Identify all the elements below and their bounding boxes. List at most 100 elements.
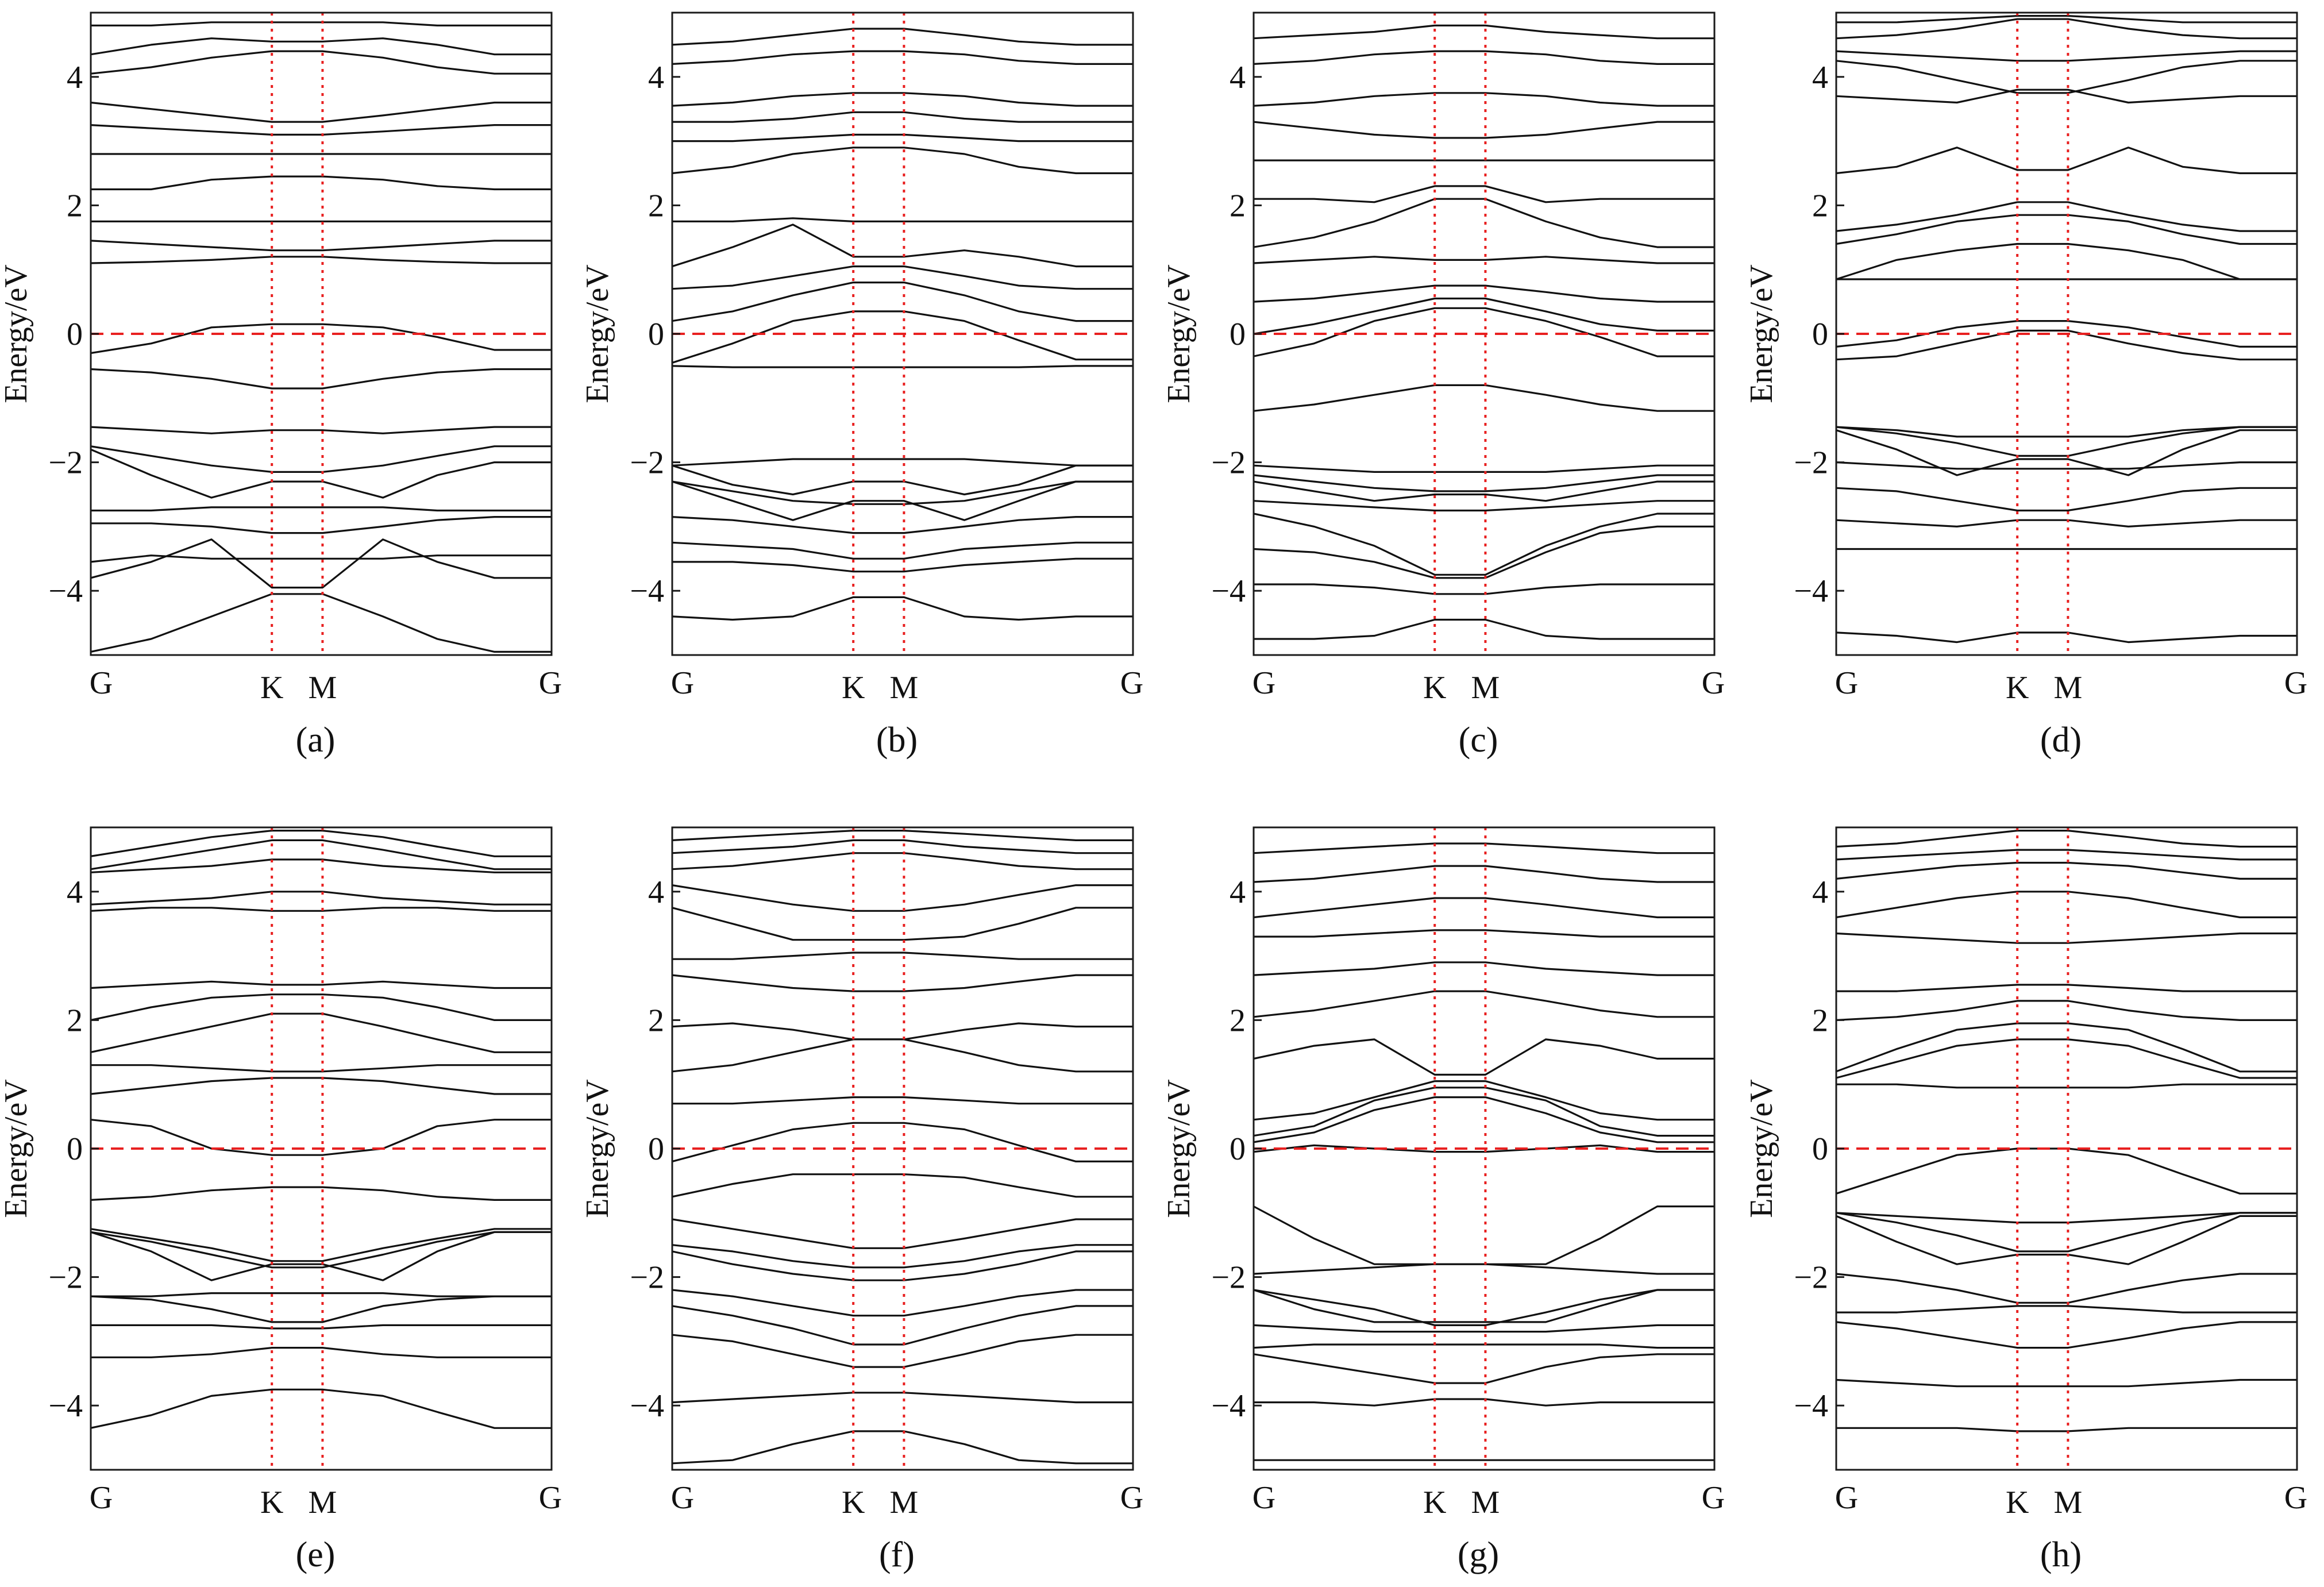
band-line-3: band 3 [672, 541, 1133, 560]
band-line-4: band 4 [672, 515, 1133, 534]
band-line-19: band 19 [672, 839, 1133, 854]
band-line-3: band 3 [1836, 1321, 2297, 1349]
x-tick-label-g: G [1702, 1480, 1725, 1516]
y-tick-label: −2 [1211, 1260, 1246, 1296]
band-line-20: band 20 [672, 829, 1133, 842]
band-line-15: band 15 [1836, 147, 2297, 175]
panel-d: band 1band 2band 3band 4band 5band 6band… [1744, 11, 2307, 760]
band-line-14: band 14 [672, 217, 1133, 222]
x-tick-label-g: G [1120, 1480, 1143, 1516]
x-tick-label-m: M [1471, 1485, 1500, 1520]
band-line-17: band 17 [672, 111, 1133, 123]
band-line-13: band 13 [672, 224, 1133, 268]
band-line-12: band 12 [1254, 284, 1714, 303]
band-line-13: band 13 [91, 1012, 552, 1053]
band-line-17: band 17 [1836, 861, 2297, 880]
panel-caption: (e) [296, 1535, 336, 1574]
band-line-1: band 1 [672, 596, 1133, 621]
y-tick-label: 4 [648, 60, 664, 95]
y-tick-label: 2 [1230, 1003, 1246, 1038]
x-tick-label-k: K [2006, 1485, 2029, 1520]
y-tick-label: 2 [648, 1003, 664, 1038]
band-line-12: band 12 [672, 265, 1133, 290]
band-line-15: band 15 [1254, 990, 1714, 1018]
band-line-15: band 15 [1836, 932, 2297, 944]
band-line-12: band 12 [1836, 242, 2297, 280]
band-line-14: band 14 [672, 974, 1133, 992]
band-line-1: band 1 [1254, 618, 1714, 640]
y-tick-label: 0 [1812, 1131, 1828, 1167]
y-tick-label: 0 [67, 317, 83, 352]
band-line-13: band 13 [1254, 1080, 1714, 1121]
band-line-3: band 3 [91, 1324, 552, 1330]
band-line-10: band 10 [672, 1122, 1133, 1163]
band-line-7: band 7 [91, 445, 552, 473]
y-tick-label: 2 [648, 188, 664, 224]
band-line-17: band 17 [91, 891, 552, 906]
band-line-20: band 20 [1254, 842, 1714, 854]
band-line-2: band 2 [91, 538, 552, 589]
band-line-12: band 12 [672, 1038, 1133, 1073]
y-axis-label: Energy/eV [0, 1079, 34, 1218]
x-tick-label-m: M [890, 1485, 919, 1520]
band-line-3: band 3 [1254, 1353, 1714, 1384]
band-line-5: band 5 [672, 1289, 1133, 1317]
band-lines: band 1band 2band 3band 4band 5band 6band… [672, 829, 1133, 1465]
band-line-11: band 11 [91, 1077, 552, 1095]
x-tick-label-m: M [309, 1485, 337, 1520]
band-line-11: band 11 [672, 282, 1133, 322]
band-line-7: band 7 [1254, 1289, 1714, 1326]
y-tick-label: 4 [648, 875, 664, 910]
band-line-16: band 16 [91, 907, 552, 912]
panel-c: band 1band 2band 3band 4band 5band 6band… [1161, 11, 1725, 760]
x-tick-label-g: G [2284, 665, 2307, 701]
band-line-20: band 20 [1254, 24, 1714, 40]
panel-g: band 1band 2band 3band 4band 5band 6band… [1161, 826, 1725, 1574]
band-lines: band 1band 2band 3band 4band 5band 6band… [91, 21, 552, 653]
band-line-4: band 4 [1836, 1305, 2297, 1313]
y-tick-label: −4 [630, 1388, 664, 1424]
panel-a: band 1band 2band 3band 4band 5band 6band… [0, 11, 562, 760]
y-tick-label: −2 [1794, 1260, 1828, 1296]
band-line-12: band 12 [1836, 1022, 2297, 1073]
band-line-14: band 14 [91, 175, 552, 191]
y-tick-label: 2 [1230, 188, 1246, 224]
band-line-16: band 16 [91, 124, 552, 136]
band-line-16: band 16 [1254, 961, 1714, 976]
band-line-8: band 8 [91, 426, 552, 434]
band-line-3: band 3 [91, 554, 552, 563]
x-tick-label-g: G [2284, 1480, 2307, 1516]
band-line-7: band 7 [672, 464, 1133, 496]
x-tick-label-g: G [1252, 1480, 1275, 1516]
band-line-15: band 15 [1254, 185, 1714, 203]
band-line-6: band 6 [1254, 1289, 1714, 1323]
band-line-11: band 11 [91, 256, 552, 264]
band-line-7: band 7 [672, 1244, 1133, 1269]
y-tick-label: −2 [630, 445, 664, 481]
band-line-16: band 16 [672, 907, 1133, 941]
y-tick-label: −2 [1211, 445, 1246, 481]
band-line-5: band 5 [1836, 461, 2297, 470]
band-line-9: band 9 [91, 368, 552, 390]
y-tick-label: 2 [67, 1003, 83, 1038]
band-line-10: band 10 [1836, 1083, 2297, 1089]
panel-caption: (h) [2040, 1535, 2082, 1574]
y-tick-label: 0 [648, 317, 664, 352]
band-line-5: band 5 [1254, 1324, 1714, 1333]
band-line-16: band 16 [1836, 891, 2297, 919]
x-tick-label-m: M [309, 670, 337, 706]
y-tick-label: 4 [1230, 60, 1246, 95]
y-tick-label: 0 [1230, 317, 1246, 352]
y-tick-label: 4 [1812, 60, 1828, 95]
band-line-3: band 3 [1254, 525, 1714, 579]
y-tick-label: 4 [67, 60, 83, 95]
band-line-9: band 9 [672, 1173, 1133, 1198]
x-tick-label-k: K [842, 1485, 865, 1520]
band-line-19: band 19 [1836, 829, 2297, 848]
y-tick-label: 2 [67, 188, 83, 224]
panel-caption: (d) [2040, 721, 2082, 760]
band-line-15: band 15 [91, 980, 552, 989]
band-line-10: band 10 [1254, 307, 1714, 357]
band-line-4: band 4 [91, 1295, 552, 1323]
